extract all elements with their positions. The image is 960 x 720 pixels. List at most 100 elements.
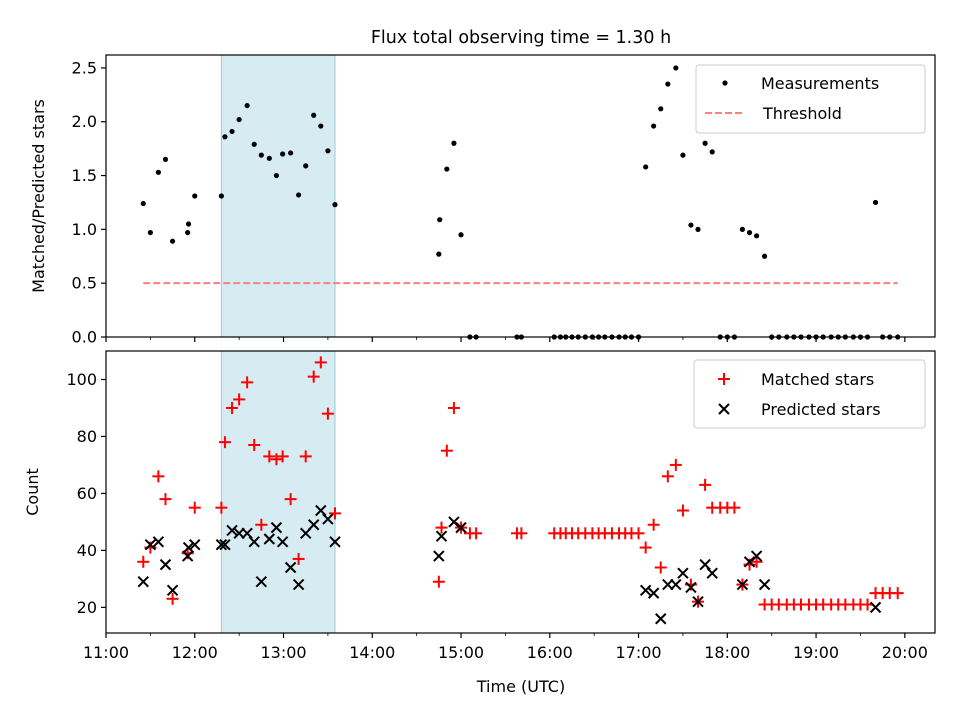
measurement-point	[332, 202, 338, 208]
measurement-point	[680, 152, 686, 158]
measurement-point	[651, 123, 657, 129]
bottom-panel-frame	[105, 350, 936, 634]
measurement-point	[702, 140, 708, 146]
matched-star-point	[639, 541, 652, 554]
measurement-point	[147, 229, 153, 236]
figure-title: Flux total observing time = 1.30 h	[371, 28, 671, 48]
bottom-panel-x-axis: 11:00 12:00 13:00 14:00 15:00 16:00 17:00 18:00…	[83, 633, 928, 662]
matched-star-point	[137, 555, 150, 568]
matched-star-point	[435, 521, 448, 534]
x-tick-label: 16:00	[527, 643, 573, 662]
predicted-star-point	[292, 578, 305, 591]
measurement-point	[673, 65, 679, 71]
predicted-star-point	[685, 581, 697, 594]
bottom-panel-highlight-span	[220, 350, 336, 634]
legend-measurements-label: Measurements	[761, 74, 879, 93]
predicted-star-point	[435, 530, 448, 542]
x-tick-label: 11:00	[83, 643, 129, 662]
predicted-star-point	[189, 538, 201, 551]
predicted-star-point	[758, 578, 771, 591]
measurement-point	[325, 148, 331, 154]
predicted-star-point	[137, 576, 149, 588]
top-panel: 0.0 0.5 1.0 1.5 2.0 2.5 Matched/Predicted sta…	[29, 54, 936, 347]
predicted-star-point	[750, 550, 763, 562]
predicted-star-point	[329, 536, 341, 548]
matched-star-point	[226, 401, 239, 414]
predicted-star-point	[219, 538, 231, 551]
predicted-star-point	[284, 561, 297, 574]
predicted-star-point	[655, 613, 667, 625]
predicted-star-point	[670, 578, 682, 591]
matched-star-point	[432, 575, 445, 588]
matched-star-point	[314, 356, 327, 369]
measurement-point	[280, 151, 286, 157]
top-panel-y-axis: 0.0 0.5 1.0 1.5 2.0 2.5	[72, 58, 106, 347]
measurement-point	[140, 200, 146, 207]
bottom-panel-marks	[137, 356, 904, 625]
measurement-point	[665, 81, 671, 87]
predicted-star-point	[455, 521, 467, 534]
predicted-star-point	[152, 536, 165, 548]
x-tick-label: 19:00	[793, 643, 839, 662]
measurement-point	[695, 226, 701, 232]
matched-star-point	[654, 561, 667, 574]
measurement-point	[643, 164, 649, 170]
predicted-star-point	[159, 558, 172, 571]
matched-star-point	[241, 376, 254, 389]
top-panel-legend: Measurements Threshold	[695, 64, 926, 134]
predicted-star-point	[215, 538, 228, 551]
bottom-panel-y-axis-label: Count	[23, 468, 42, 516]
bottom-panel-x-axis-label: Time (UTC)	[476, 677, 565, 696]
measurement-point	[244, 102, 250, 109]
bottom-panel: 20 40 60 80 100 11:00 12:00 13:00 14:00 15:00 16:…	[23, 350, 936, 696]
measurement-point	[458, 232, 464, 238]
matched-star-point	[661, 470, 674, 483]
matched-star-point	[647, 518, 660, 531]
measurement-point	[288, 150, 294, 156]
matched-star-point	[255, 518, 268, 531]
y-tick-label: 100	[66, 370, 97, 389]
x-tick-label: 13:00	[260, 643, 306, 662]
measurement-point	[451, 140, 457, 146]
matched-star-point	[699, 478, 712, 491]
predicted-star-point	[270, 521, 283, 534]
measurement-point	[436, 251, 442, 257]
bottom-panel-legend: Matched stars Predicted stars	[693, 359, 926, 429]
matched-star-point	[307, 370, 320, 383]
predicted-star-point	[248, 536, 260, 548]
legend-matched-stars-label: Matched stars	[761, 370, 874, 389]
measurement-point	[251, 141, 257, 147]
y-tick-label: 40	[77, 541, 97, 560]
measurement-point	[753, 233, 760, 239]
measurement-point	[658, 106, 664, 112]
predicted-star-point	[639, 584, 652, 596]
measurement-point	[739, 226, 745, 232]
measurement-point	[169, 238, 176, 244]
measurement-point	[185, 221, 192, 227]
matched-star-point	[263, 450, 276, 463]
matched-star-point	[728, 501, 741, 514]
predicted-star-point	[322, 513, 334, 525]
bottom-panel-legend-box	[693, 359, 926, 429]
measurement-point	[162, 156, 169, 163]
predicted-star-point	[699, 558, 711, 571]
predicted-star-point	[736, 578, 749, 591]
x-tick-label: 18:00	[704, 643, 750, 662]
predicted-star-point	[315, 504, 327, 517]
measurement-point	[444, 166, 450, 172]
measurement-point	[296, 192, 302, 198]
x-tick-label: 15:00	[438, 643, 484, 662]
top-panel-frame	[105, 54, 936, 338]
y-tick-label: 1.5	[72, 166, 97, 185]
measurement-point	[192, 193, 198, 199]
measurement-point	[303, 163, 309, 169]
measurement-point	[273, 172, 280, 179]
x-tick-label: 14:00	[349, 643, 395, 662]
y-tick-label: 2.0	[72, 112, 97, 131]
matched-star-point	[515, 527, 528, 540]
measurement-point	[746, 229, 753, 236]
predicted-star-point	[166, 584, 179, 596]
matched-star-point	[270, 453, 283, 466]
top-panel-y-axis-label: Matched/Predicted stars	[29, 99, 48, 293]
